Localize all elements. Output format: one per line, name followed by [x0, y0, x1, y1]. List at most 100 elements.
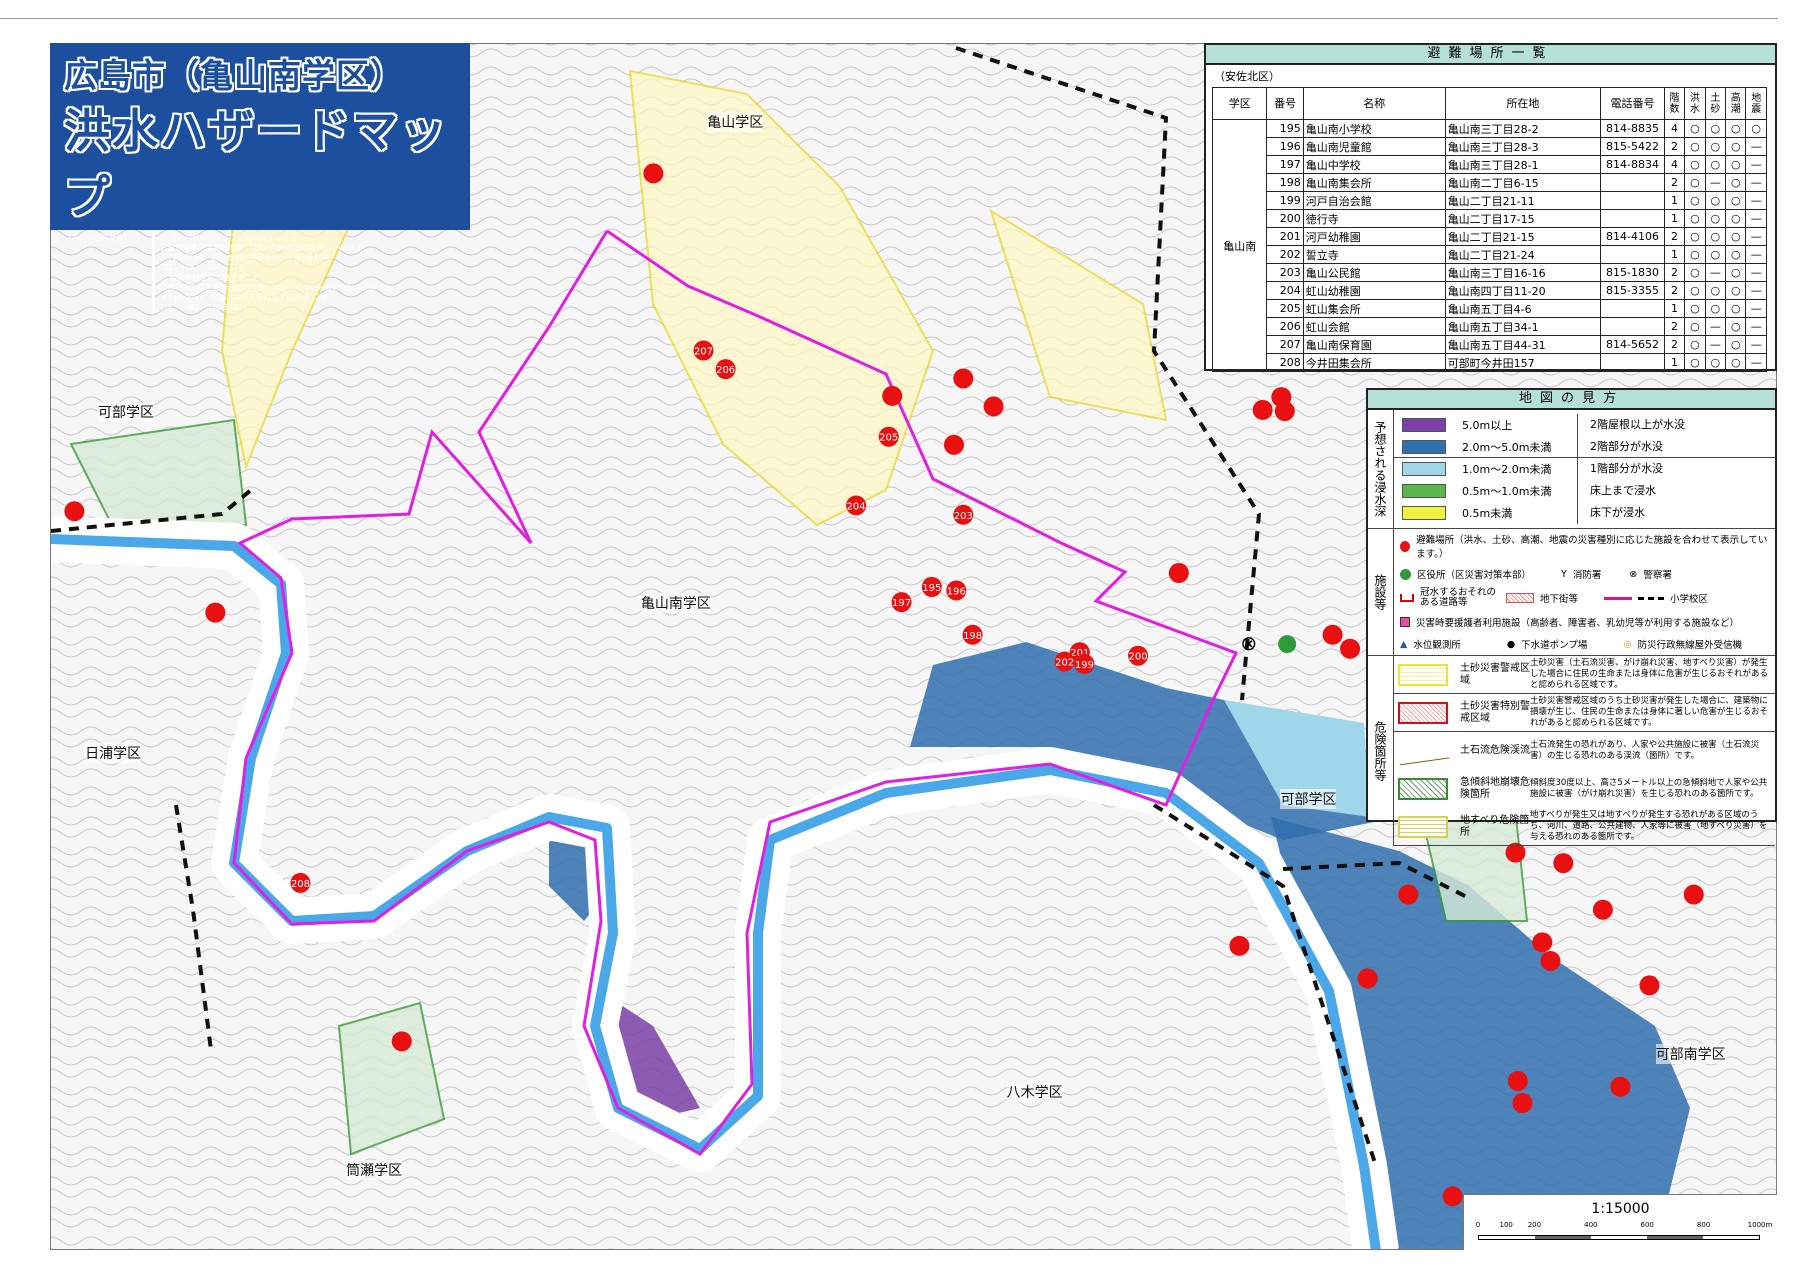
ward-office-marker[interactable]: [1278, 635, 1297, 654]
shelter-marker[interactable]: [953, 368, 974, 389]
hazard-legend-row: 地すべり危険箇所 地すべりが発生又は地すべりが発生する恐れがある区域のうち、河川、…: [1394, 808, 1775, 846]
shelter-marker-195[interactable]: 195: [921, 576, 942, 597]
shelter-list-heading: 避難場所一覧: [1206, 45, 1775, 65]
table-cell: ○: [1684, 119, 1706, 138]
table-cell: ○: [1725, 245, 1747, 264]
scale-tick-label: 1000m: [1747, 1221, 1773, 1229]
shelter-marker[interactable]: [1340, 638, 1361, 659]
table-cell: 虹山幼稚園: [1302, 281, 1446, 300]
shelter-marker-198[interactable]: 198: [962, 624, 983, 645]
depth-legend-row: 5.0m以上 2階屋根以上が水没: [1394, 414, 1775, 436]
contact-line: TEL：（082）546-3441: [160, 303, 243, 312]
table-cell: 2: [1663, 335, 1686, 354]
flood-zone: [618, 1003, 700, 1119]
table-row: 208 今井田集会所 可部町今井田157 1 ○ ○ ○ —: [1213, 353, 1767, 372]
shelter-marker[interactable]: [1512, 1093, 1533, 1114]
table-row: 亀山南 195 亀山南小学校 亀山南三丁目28-2 814-8835 4 ○ ○ ○ ○: [1211, 119, 1767, 372]
pump-icon: ●: [1506, 638, 1516, 650]
shelter-marker-202[interactable]: 202: [1054, 651, 1075, 672]
hazard-legend-row: 急傾斜地崩壊危険箇所 傾斜度30度以上、高さ5メートル以上の急傾斜地で人家や公共施…: [1394, 770, 1775, 808]
table-cell: 814-8835: [1600, 119, 1665, 138]
shelter-marker[interactable]: [1398, 884, 1419, 905]
depth-range: 0.5m未満: [1462, 507, 1513, 520]
shelter-marker[interactable]: [882, 385, 903, 406]
school-district-boundary: [232, 229, 1239, 1156]
shelter-marker[interactable]: [1274, 401, 1295, 422]
shelter-marker[interactable]: [1442, 1186, 1463, 1207]
table-cell: 誓立寺: [1302, 245, 1446, 264]
table-cell: —: [1745, 155, 1767, 174]
table-cell: 1: [1663, 209, 1686, 228]
shelter-number: 201: [1070, 648, 1089, 659]
shelter-marker[interactable]: [64, 501, 85, 522]
table-cell: 河戸自治会館: [1302, 191, 1446, 210]
shelter-marker[interactable]: [1639, 975, 1660, 996]
shelter-marker-200[interactable]: 200: [1128, 645, 1149, 666]
shelter-marker[interactable]: [1357, 968, 1378, 989]
title-line1: 広島市（亀山南学区）: [64, 56, 404, 95]
contact-line: □ 洪水ハザードマップ全般に関すること: [160, 233, 297, 242]
facility-legend-title: 施設等: [1368, 529, 1394, 655]
table-cell: 205: [1266, 299, 1304, 318]
shelter-marker-206[interactable]: 206: [715, 359, 736, 380]
shelter-marker-208[interactable]: 208: [290, 872, 311, 893]
shelter-marker[interactable]: [1168, 563, 1189, 584]
scale-tick-label: 600: [1640, 1221, 1654, 1229]
shelter-marker-196[interactable]: 196: [946, 580, 967, 601]
shelter-marker-205[interactable]: 205: [878, 426, 899, 447]
table-cell: ○: [1725, 353, 1747, 372]
shelter-marker-207[interactable]: 207: [693, 340, 714, 361]
shelter-marker[interactable]: [1532, 932, 1553, 953]
depth-legend-row: 0.5m～1.0m未満 床上まで浸水: [1394, 480, 1775, 502]
shelter-marker[interactable]: [1505, 842, 1526, 863]
title-box: 広島市（亀山南学区） 洪水ハザードマップ 【お問い合わせ先】 □ 洪水ハザードマ…: [50, 43, 470, 313]
shelter-marker[interactable]: [983, 396, 1004, 417]
depth-legend-row: 1.0m～2.0m未満 1階部分が水没: [1394, 458, 1775, 480]
shelter-marker-204[interactable]: 204: [846, 495, 867, 516]
table-cell: 208: [1266, 353, 1304, 372]
depth-legend-row: 2.0m～5.0m未満 2階部分が水没: [1394, 435, 1775, 458]
shelter-marker[interactable]: [1683, 884, 1704, 905]
table-cell: 2: [1663, 227, 1686, 246]
shelter-marker[interactable]: [1610, 1076, 1631, 1097]
shelter-marker[interactable]: [1252, 399, 1273, 420]
depth-range: 5.0m以上: [1462, 419, 1513, 432]
table-cell: 2: [1663, 263, 1686, 282]
hazard-description: 土砂災害（土石流災害、がけ崩れ災害、地すべり災害）が発生した場合に住民の生命また…: [1530, 658, 1769, 690]
table-cell: —: [1745, 227, 1767, 246]
table-cell: ○: [1704, 281, 1727, 300]
depth-meaning: 2階屋根以上が水没: [1577, 414, 1685, 436]
shelter-marker-203[interactable]: 203: [953, 504, 974, 525]
table-cell: 203: [1266, 263, 1304, 282]
shelter-marker[interactable]: [1507, 1070, 1528, 1091]
steep-slope-area: [69, 418, 248, 539]
underground-icon: [1506, 593, 1534, 603]
shelter-marker[interactable]: [1553, 853, 1574, 874]
table-cell: ○: [1684, 245, 1706, 264]
scale-tick-label: 400: [1584, 1221, 1598, 1229]
shelter-marker[interactable]: [1229, 935, 1250, 956]
shelter-marker[interactable]: [205, 602, 226, 623]
shelter-marker[interactable]: [943, 434, 964, 455]
legend-water-level: 水位観測所: [1413, 640, 1461, 651]
table-cell: 815-1830: [1600, 263, 1665, 282]
table-cell: ○: [1725, 335, 1747, 354]
contact-line: 広島市消防局危機管理部防災課 http://fs-bosai@city.hiro…: [160, 283, 394, 292]
sediment-warning-area: [989, 208, 1168, 422]
shelter-marker-197[interactable]: 197: [891, 592, 912, 613]
shelter-marker[interactable]: [1592, 899, 1613, 920]
school-district-line-icon: [1604, 596, 1633, 600]
shelter-marker[interactable]: [391, 1031, 412, 1052]
steep-slope-icon: [1398, 778, 1448, 800]
table-row: 203 亀山公民館 亀山南三丁目16-16 815-1830 2 ○ — ○ —: [1213, 263, 1767, 282]
ward-name: （安佐北区）: [1214, 70, 1280, 83]
table-row: 197 亀山中学校 亀山南三丁目28-1 814-8834 4 ○ ○ ○ —: [1213, 155, 1767, 174]
district-label: 可部南学区: [1655, 1043, 1726, 1064]
table-cell: 亀山中学校: [1302, 155, 1446, 174]
legend-pump: 下水道ポンプ場: [1521, 640, 1588, 651]
contact-lines: □ 洪水ハザードマップ全般に関すること 広島市道路交通局河川課 http://ka…: [152, 233, 393, 313]
shelter-marker[interactable]: [643, 163, 664, 184]
shelter-marker[interactable]: [1540, 950, 1561, 971]
shelter-marker-199[interactable]: 199: [1074, 653, 1095, 674]
shelter-marker[interactable]: [1322, 624, 1343, 645]
